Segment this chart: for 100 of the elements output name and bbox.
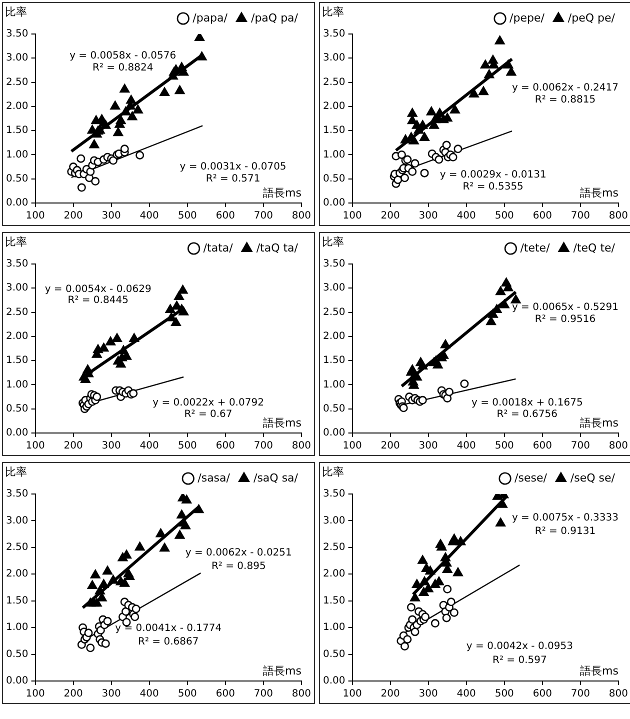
legend-label: /taQ ta/ [256,241,298,254]
y-tick-label: 1.00 [6,149,28,160]
y-tick-label: 2.50 [6,76,28,88]
y-axis-title: 比率 [5,5,27,18]
x-axis-title: 語長ms [580,416,619,430]
annotation: R² = 0.8815 [534,94,596,106]
legend-label: /pepe/ [510,11,545,24]
y-tick-label: 1.00 [323,149,346,160]
x-axis-title: 語長ms [263,416,302,430]
x-tick-label: 600 [532,440,552,452]
y-tick-label: 1.50 [6,595,28,606]
y-tick-label: 2.00 [6,568,28,580]
y-tick-label: 2.50 [6,542,28,554]
y-tick-label: 2.00 [323,101,346,112]
y-tick-label: 1.50 [6,355,28,366]
y-tick-label: 1.50 [6,125,28,136]
x-tick-label: 700 [254,440,273,452]
y-tick-label: 3.50 [323,258,346,270]
x-tick-label: 400 [140,688,159,700]
y-tick-label: 0.00 [6,428,28,439]
x-tick-label: 100 [342,210,362,222]
x-tick-label: 400 [456,440,476,452]
x-tick-label: 600 [216,210,235,222]
annotation: y = 0.0058x - 0.0576 [70,50,176,62]
x-tick-label: 800 [608,440,628,452]
x-tick-label: 200 [64,210,83,222]
y-tick-label: 3.50 [323,28,346,40]
annotation: R² = 0.597 [492,655,547,666]
annotation: y = 0.0041x - 0.1774 [115,623,222,634]
x-tick-label: 400 [140,440,159,452]
annotation: y = 0.0022x + 0.0792 [152,398,264,409]
y-tick-label: 0.00 [6,676,28,687]
annotation: R² = 0.8824 [92,62,154,74]
annotation: y = 0.0031x - 0.0705 [180,161,286,172]
y-tick-label: 0.50 [323,648,346,660]
x-axis-title: 語長ms [580,664,619,678]
x-tick-label: 500 [178,688,197,700]
annotation: R² = 0.9516 [534,314,596,326]
x-tick-label: 100 [342,688,362,700]
annotation: y = 0.0054x - 0.0629 [44,284,152,295]
x-tick-label: 200 [380,210,400,222]
y-tick-label: 0.00 [323,428,346,439]
x-tick-label: 300 [102,688,121,700]
y-axis-title: 比率 [322,235,344,248]
annotation: R² = 0.9131 [534,526,596,537]
y-tick-label: 3.00 [323,52,346,64]
x-tick-label: 400 [456,210,476,222]
annotation: R² = 0.6867 [138,636,199,648]
y-tick-label: 1.00 [323,379,346,390]
x-tick-label: 600 [216,440,235,452]
annotation: R² = 0.571 [206,173,260,184]
y-tick-label: 3.50 [6,258,28,270]
x-tick-label: 400 [140,210,159,222]
annotation: R² = 0.67 [184,409,232,420]
x-tick-label: 600 [532,210,552,222]
x-tick-label: 700 [570,210,590,222]
y-axis-title: 比率 [322,5,344,18]
y-tick-label: 3.50 [323,488,346,500]
y-tick-label: 3.50 [6,28,28,40]
y-tick-label: 1.00 [6,379,28,390]
x-tick-label: 700 [254,688,273,700]
y-tick-label: 2.50 [323,306,346,318]
x-axis-title: 語長ms [580,186,619,200]
x-tick-label: 100 [26,210,45,222]
x-tick-label: 700 [570,440,590,452]
y-tick-label: 3.00 [6,515,28,526]
x-tick-label: 100 [342,440,362,452]
x-tick-label: 800 [292,210,312,222]
annotation: y = 0.0042x - 0.0953 [466,640,573,652]
x-tick-label: 600 [532,688,552,700]
annotation: y = 0.0062x - 0.2417 [512,82,618,94]
y-tick-label: 3.00 [6,52,28,64]
x-tick-label: 300 [102,210,121,222]
y-tick-label: 2.50 [323,76,346,88]
x-tick-label: 500 [494,688,514,700]
annotation: y = 0.0062x - 0.0251 [185,547,292,558]
annotation: R² = 0.895 [211,560,266,572]
x-tick-label: 800 [608,210,628,222]
x-tick-label: 600 [216,688,235,700]
legend-label: /seQ se/ [570,471,616,484]
x-tick-label: 800 [608,688,628,700]
y-tick-label: 2.00 [6,101,28,112]
x-tick-label: 200 [64,688,83,700]
x-tick-label: 500 [494,210,514,222]
y-tick-label: 2.00 [6,331,28,342]
x-tick-label: 500 [178,440,197,452]
x-tick-label: 300 [418,688,438,700]
x-tick-label: 100 [26,440,45,452]
x-tick-label: 300 [102,440,121,452]
y-tick-label: 0.50 [6,173,28,184]
x-tick-label: 800 [292,440,312,452]
y-axis-title: 比率 [5,465,27,478]
y-tick-label: 2.00 [323,331,346,342]
legend-label: /sese/ [514,471,548,484]
annotation: R² = 0.5355 [462,182,524,193]
y-tick-label: 0.50 [323,403,346,414]
x-tick-label: 200 [64,440,83,452]
y-tick-label: 2.50 [6,306,28,318]
y-tick-label: 3.00 [323,515,346,526]
legend-label: /tata/ [203,241,234,254]
